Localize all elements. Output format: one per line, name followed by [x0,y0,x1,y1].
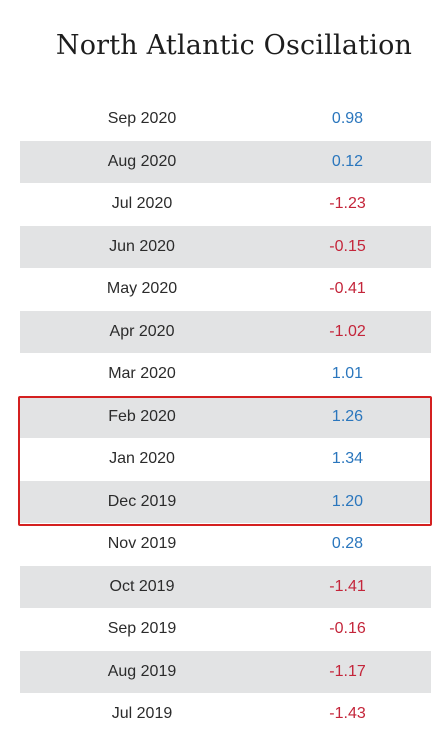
date-cell: Nov 2019 [107,535,177,553]
nao-table: Sep 2020 0.98 Aug 2020 0.12 Jul 2020 -1.23 Jun… [20,98,431,736]
value-cell: 1.20 [331,492,364,510]
table-row: Nov 2019 0.28 [20,523,431,566]
value-cell: 1.01 [331,365,364,383]
date-cell: Jul 2019 [111,705,173,723]
date-cell: Apr 2020 [109,322,175,340]
date-cell: Mar 2020 [108,365,176,383]
page-title: North Atlantic Oscillation [55,30,413,61]
value-cell: -0.15 [329,237,366,255]
table-row: Aug 2020 0.12 [20,140,431,183]
value-cell: -0.16 [329,620,366,638]
table-row: May 2020 -0.41 [20,268,431,311]
value-cell: -1.41 [329,577,366,595]
value-cell: -1.02 [329,322,366,340]
value-cell: 0.98 [331,110,364,128]
table-row: Feb 2020 1.26 [20,395,431,438]
date-cell: Aug 2020 [107,152,177,170]
value-cell: 1.26 [331,407,364,425]
table-row: Dec 2019 1.20 [20,480,431,523]
date-cell: Jul 2020 [111,195,173,213]
date-cell: Jun 2020 [109,237,175,255]
table-row: Jul 2019 -1.43 [20,693,431,736]
value-cell: -1.43 [329,705,366,723]
value-cell: 0.12 [331,152,364,170]
date-cell: May 2020 [106,280,178,298]
value-cell: 0.28 [331,535,364,553]
table-row: Apr 2020 -1.02 [20,310,431,353]
value-cell: -1.23 [329,195,366,213]
table-row: Jan 2020 1.34 [20,438,431,481]
date-cell: Aug 2019 [107,662,177,680]
date-cell: Sep 2019 [107,620,177,638]
date-cell: Sep 2020 [107,110,177,128]
table-row: Aug 2019 -1.17 [20,650,431,693]
value-cell: 1.34 [331,450,364,468]
table-row: Jun 2020 -0.15 [20,225,431,268]
table-row: Mar 2020 1.01 [20,353,431,396]
table-row: Sep 2019 -0.16 [20,608,431,651]
date-cell: Oct 2019 [109,577,175,595]
date-cell: Dec 2019 [107,492,177,510]
value-cell: -0.41 [329,280,366,298]
value-cell: -1.17 [329,662,366,680]
table-row: Jul 2020 -1.23 [20,183,431,226]
table-row: Oct 2019 -1.41 [20,565,431,608]
date-cell: Feb 2020 [108,407,176,425]
date-cell: Jan 2020 [109,450,175,468]
table-row: Sep 2020 0.98 [20,98,431,141]
